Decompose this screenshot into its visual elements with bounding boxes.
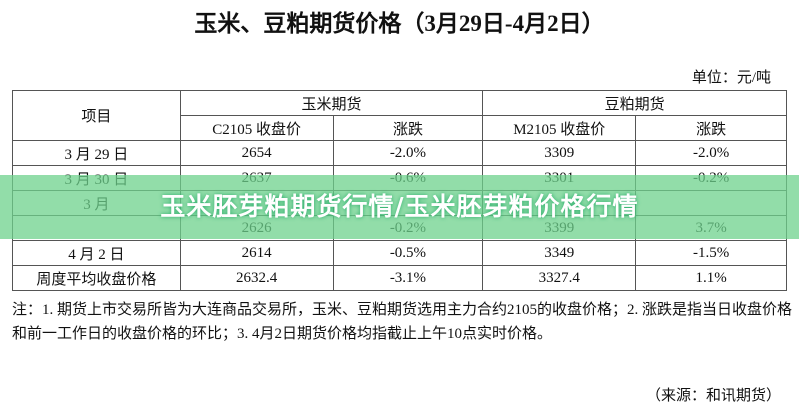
table-row: 项目 玉米期货 豆粕期货 [12, 90, 787, 141]
table-cell: C2105 收盘价 [179, 115, 334, 141]
table-cell: 3327.4 [482, 265, 637, 291]
table-cell: 3309 [482, 140, 637, 166]
table-cell: 项目 [12, 90, 181, 141]
table-cell: 3 月 29 日 [12, 140, 181, 166]
table-cell: 1.1% [635, 265, 787, 291]
table-cell: 豆粕期货 [482, 90, 787, 116]
table-cell: 4 月 2 日 [12, 240, 181, 266]
note: 注：1. 期货上市交易所皆为大连商品交易所，玉米、豆粕期货选用主力合约2105的… [12, 302, 793, 342]
table-row: 周度平均收盘价格 2632.4 -3.1% 3327.4 1.1% [12, 265, 787, 291]
table-cell: -3.1% [332, 265, 484, 291]
table-row: 3 月 29 日 2654 -2.0% 3309 -2.0% [12, 140, 787, 166]
table-cell: 涨跌 [332, 115, 484, 141]
table-cell: 2654 [179, 140, 334, 166]
table-cell: -2.0% [332, 140, 484, 166]
table-row: 4 月 2 日 2614 -0.5% 3349 -1.5% [12, 240, 787, 266]
title: 玉米、豆粕期货价格（3月29日-4月2日） [194, 11, 605, 36]
table-cell: 玉米期货 [179, 90, 484, 116]
table-row: C2105 收盘价 涨跌 M2105 收盘价 涨跌 [13, 115, 787, 141]
unit: 单位：元/吨 [691, 70, 771, 86]
table-cell: -0.5% [332, 240, 484, 266]
table-cell: 涨跌 [635, 115, 787, 141]
table-cell: -2.0% [635, 140, 787, 166]
table-cell: 2632.4 [179, 265, 334, 291]
table-cell: 周度平均收盘价格 [12, 265, 181, 291]
table-cell: 3349 [482, 240, 637, 266]
source: （来源：和讯期货） [645, 388, 781, 404]
table-cell: -1.5% [635, 240, 787, 266]
table-cell: 2614 [179, 240, 334, 266]
watermark-banner: 玉米胚芽粕期货行情/玉米胚芽粕价格行情 [0, 175, 799, 239]
table-cell: M2105 收盘价 [482, 115, 637, 141]
